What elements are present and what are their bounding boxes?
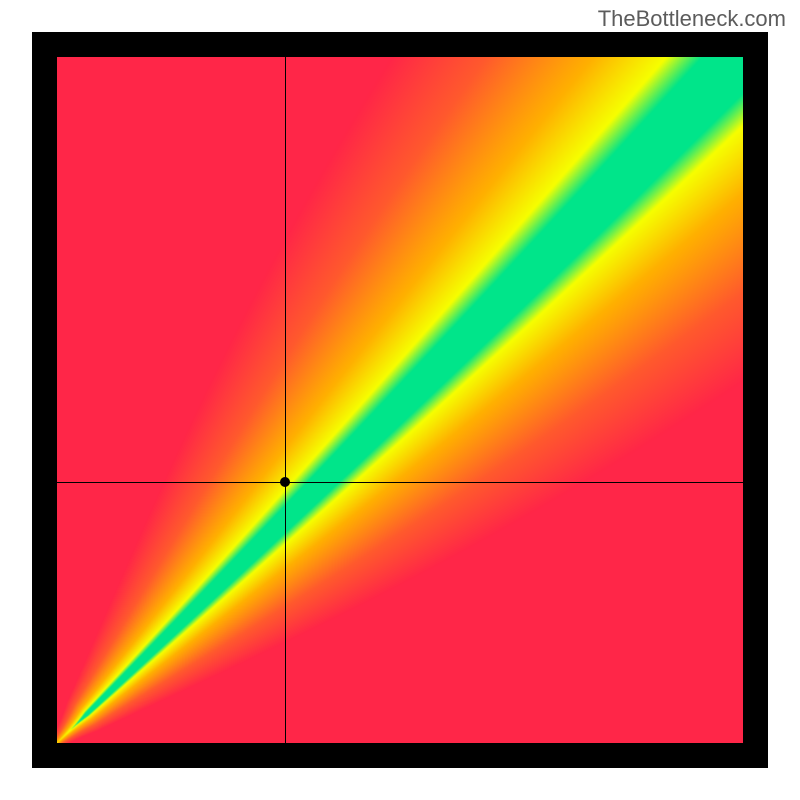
bottleneck-heatmap [57,57,743,743]
watermark-text: TheBottleneck.com [598,6,786,32]
plot-outer-frame [32,32,768,768]
chart-container: TheBottleneck.com [0,0,800,800]
